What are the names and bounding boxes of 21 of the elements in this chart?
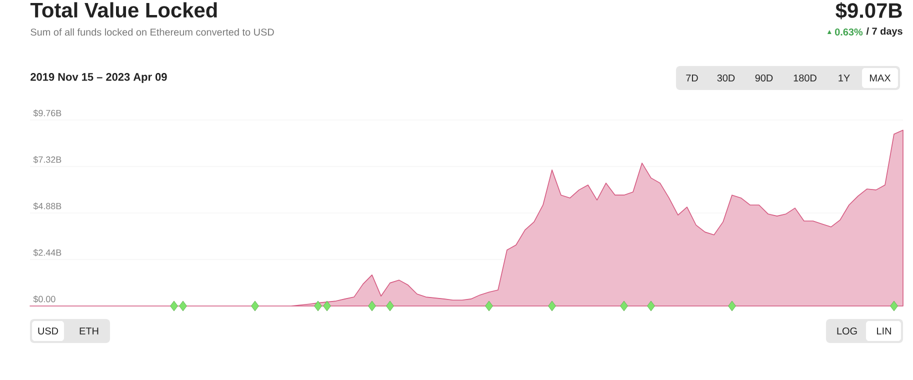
text: LIN: [877, 328, 891, 334]
text: 2019 Nov 15 – 2023 Apr 09: [30, 73, 167, 83]
text: ETH: [80, 328, 98, 334]
text: 7D: [686, 74, 698, 82]
text: 1Y: [838, 74, 850, 82]
text: MAX: [870, 74, 891, 82]
text: $9.07B: [836, 2, 902, 20]
y-tick-label: $0.00: [33, 296, 56, 303]
y-tick-label: $7.32B: [33, 156, 62, 164]
chart-subtitle: Sum of all funds locked on Ethereum converted to USD: [30, 28, 274, 36]
text: USD: [38, 327, 58, 335]
y-tick-label: $9.76B: [33, 110, 62, 117]
chart-title: Total Value Locked: [30, 2, 217, 18]
text: 180D: [794, 74, 816, 82]
text: 0.63%: [835, 28, 863, 36]
text: 30D: [717, 74, 735, 82]
text: LOG: [837, 327, 857, 335]
text: 90D: [755, 74, 773, 82]
y-tick-label: $2.44B: [33, 249, 62, 256]
text: / 7 days: [866, 27, 902, 37]
y-tick-label: $4.88B: [33, 202, 62, 210]
